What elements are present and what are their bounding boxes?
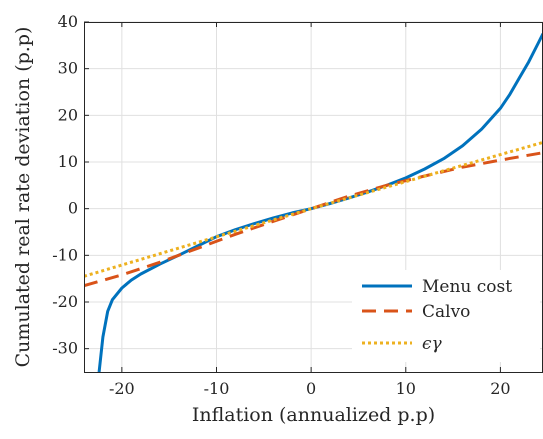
x-tick-label: -20 [109,379,135,398]
y-tick-label: 0 [68,199,78,218]
legend-label-menu-cost: Menu cost [422,277,512,297]
series-line-calvo [84,151,543,288]
x-tick-label: 0 [306,379,316,398]
legend: Menu cost Calvo ϵγ [352,270,540,362]
legend-label-epsilon-gamma: ϵγ [422,334,443,354]
y-tick-label: -30 [52,339,78,358]
y-tick-label: 30 [58,59,78,78]
x-axis-label: Inflation (annualized p.p) [192,404,435,426]
legend-label-calvo: Calvo [422,302,470,322]
y-axis-ticks: -30 -20 -10 0 10 20 30 40 [52,12,89,358]
y-tick-label: 40 [58,12,78,31]
x-tick-label: -10 [204,379,230,398]
y-axis-label: Cumulated real rate deviation (p.p) [12,27,34,368]
y-tick-label: 10 [58,152,78,171]
series-line-epsilon-gamma [84,140,543,278]
x-axis-ticks: -20 -10 0 10 20 [109,22,511,398]
x-tick-label: 20 [490,379,510,398]
y-tick-label: -10 [52,245,78,264]
x-tick-label: 10 [396,379,416,398]
y-tick-label: 20 [58,105,78,124]
plot-lines [84,33,543,372]
y-tick-label: -20 [52,292,78,311]
